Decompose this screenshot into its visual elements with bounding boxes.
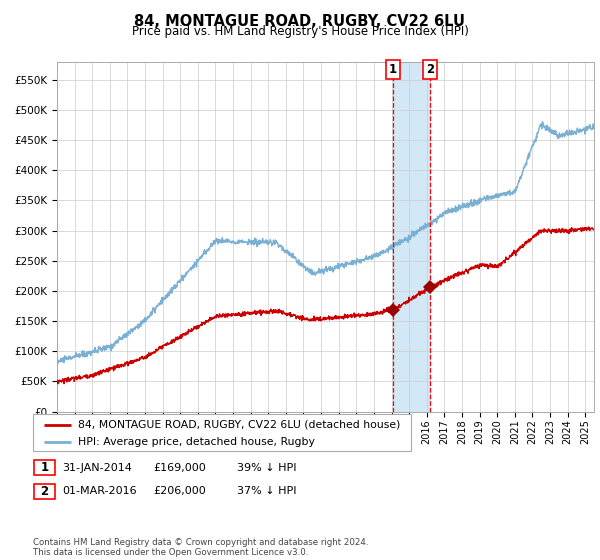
Text: 2: 2	[40, 484, 49, 498]
Text: 39% ↓ HPI: 39% ↓ HPI	[237, 463, 296, 473]
Text: 1: 1	[389, 63, 397, 76]
Text: 84, MONTAGUE ROAD, RUGBY, CV22 6LU: 84, MONTAGUE ROAD, RUGBY, CV22 6LU	[134, 14, 466, 29]
Text: £206,000: £206,000	[153, 486, 206, 496]
Text: 2: 2	[425, 63, 434, 76]
Text: £169,000: £169,000	[153, 463, 206, 473]
Text: 31-JAN-2014: 31-JAN-2014	[62, 463, 131, 473]
Text: Contains HM Land Registry data © Crown copyright and database right 2024.
This d: Contains HM Land Registry data © Crown c…	[33, 538, 368, 557]
Text: 01-MAR-2016: 01-MAR-2016	[62, 486, 136, 496]
Bar	[393, 62, 430, 412]
Text: 37% ↓ HPI: 37% ↓ HPI	[237, 486, 296, 496]
Text: 1: 1	[40, 461, 49, 474]
Text: HPI: Average price, detached house, Rugby: HPI: Average price, detached house, Rugb…	[79, 437, 315, 447]
Text: Price paid vs. HM Land Registry's House Price Index (HPI): Price paid vs. HM Land Registry's House …	[131, 25, 469, 38]
Text: 84, MONTAGUE ROAD, RUGBY, CV22 6LU (detached house): 84, MONTAGUE ROAD, RUGBY, CV22 6LU (deta…	[79, 419, 401, 430]
